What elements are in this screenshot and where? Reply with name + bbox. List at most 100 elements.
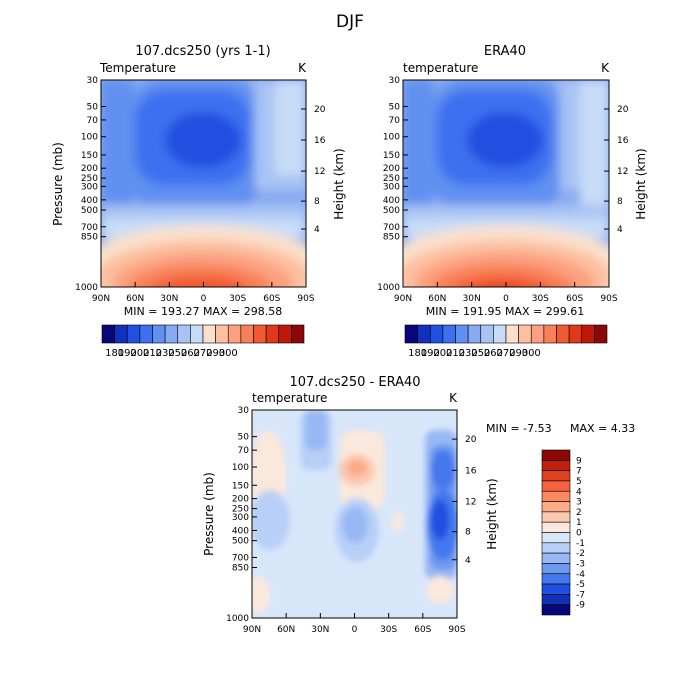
- y-tick-label: 50: [87, 102, 99, 112]
- colorbar-swatch: [480, 324, 494, 344]
- colorbar-swatch: [541, 563, 571, 575]
- x-tick-label: 60N: [428, 294, 446, 304]
- y-tick-label: 70: [87, 116, 99, 126]
- colorbar-swatch: [455, 324, 469, 344]
- colorbar-label: -3: [576, 559, 585, 569]
- y-tick-label: 70: [238, 446, 250, 456]
- x-tick-label: 60S: [263, 294, 280, 304]
- y-tick-label: 400: [232, 526, 249, 536]
- colorbar-label: 0: [576, 529, 582, 539]
- colorbar-swatch: [556, 324, 570, 344]
- colorbar-swatch: [126, 324, 141, 344]
- panel-era40: ERA40 temperature K 90N 6: [377, 44, 648, 359]
- colorbar-label: 9: [576, 456, 582, 466]
- colorbar-label: -4: [576, 570, 585, 580]
- panel-difference-stats-min: MIN = -7.53: [486, 422, 552, 435]
- y-tick-label: 300: [232, 513, 249, 523]
- y-right-tick-label: 12: [314, 167, 325, 177]
- colorbar-label: 270: [193, 348, 212, 359]
- figure-title: DJF: [336, 12, 364, 32]
- colorbar-swatch: [139, 324, 153, 344]
- colorbar-label: -9: [576, 601, 585, 611]
- colorbar-label: 300: [219, 348, 238, 359]
- colorbar-swatch: [518, 324, 532, 344]
- panel-difference-axes: 90N 60N 30N 0 30S 60S 90S 30 50 70 100 150 200250300…: [226, 406, 477, 635]
- colorbar-swatch: [541, 521, 571, 533]
- y-right-tick-label: 8: [314, 197, 320, 207]
- y-right-tick-label: 16: [314, 136, 326, 146]
- y-right-tick-label: 16: [465, 466, 477, 476]
- colorbar-swatch: [164, 324, 179, 344]
- y-right-tick-label: 4: [617, 225, 623, 235]
- y-tick-label: 200: [81, 164, 98, 174]
- y-tick-label: 150: [81, 151, 98, 161]
- colorbar-label: 200: [433, 348, 452, 359]
- colorbar-swatch: [467, 324, 482, 344]
- x-tick-label: 0: [201, 294, 207, 304]
- y-tick-label: 250: [81, 174, 98, 184]
- y-tick-label: 300: [383, 182, 400, 192]
- panel-model-title: 107.dcs250 (yrs 1-1): [135, 44, 270, 59]
- colorbar-swatch: [404, 324, 418, 344]
- colorbar-swatch: [541, 573, 571, 585]
- panel-era40-title: ERA40: [484, 44, 526, 59]
- colorbar-label: -5: [576, 580, 585, 590]
- y-tick-label: 700: [81, 223, 98, 233]
- x-tick-label: 30S: [532, 294, 549, 304]
- colorbar-swatch: [541, 542, 571, 554]
- colorbar-label: 260: [484, 348, 503, 359]
- colorbar-swatch: [541, 490, 571, 502]
- colorbar-swatch: [581, 324, 595, 344]
- x-tick-label: 30S: [229, 294, 246, 304]
- y-tick-label: 100: [383, 133, 400, 143]
- x-tick-label: 60N: [277, 625, 295, 635]
- panel-model-subtitle: Temperature: [99, 61, 176, 75]
- colorbar-label: -1: [576, 539, 585, 549]
- y-right-tick-label: 8: [617, 197, 623, 207]
- colorbar-swatch: [152, 324, 166, 344]
- colorbar-label: -7: [576, 590, 585, 600]
- colorbar-swatch: [429, 324, 444, 344]
- x-tick-label: 90N: [394, 294, 412, 304]
- colorbar-swatch: [253, 324, 267, 344]
- y-tick-label: 850: [232, 563, 249, 573]
- colorbar-swatch: [541, 449, 571, 461]
- colorbar-swatch: [541, 470, 571, 482]
- colorbar-label: 4: [576, 487, 582, 497]
- y-right-tick-label: 4: [465, 556, 471, 566]
- colorbar-swatch: [568, 324, 583, 344]
- colorbar-swatch: [541, 594, 571, 605]
- y-tick-label: 500: [232, 537, 249, 547]
- y-tick-label: 1000: [75, 283, 98, 293]
- y-right-tick-label: 20: [465, 435, 477, 445]
- colorbar-swatch: [291, 324, 305, 344]
- colorbar-swatch: [265, 324, 280, 344]
- x-tick-label: 30S: [380, 625, 397, 635]
- y-tick-label: 50: [238, 433, 250, 443]
- panel-era40-axes: 90N 60N 30N 0 30S 60S 90S 30 50 70 100 150 200250300…: [377, 76, 629, 304]
- colorbar-label: 3: [576, 498, 582, 508]
- colorbar-label: 200: [130, 348, 149, 359]
- panel-difference-units: K: [449, 391, 458, 405]
- colorbar-swatch: [417, 324, 431, 344]
- x-tick-label: 0: [503, 294, 509, 304]
- colorbar-swatch: [190, 324, 204, 344]
- x-tick-label: 30N: [463, 294, 481, 304]
- x-tick-label: 30N: [160, 294, 178, 304]
- panel-difference-stats-max: MAX = 4.33: [570, 422, 635, 435]
- x-tick-label: 30N: [311, 625, 329, 635]
- x-tick-label: 90S: [448, 625, 465, 635]
- y-tick-label: 250: [232, 505, 249, 515]
- colorbar-swatch: [215, 324, 229, 344]
- y-right-tick-label: 16: [617, 136, 629, 146]
- colorbar-label: 180: [105, 348, 124, 359]
- y-tick-label: 150: [383, 151, 400, 161]
- x-tick-label: 90N: [243, 625, 261, 635]
- colorbar-swatch: [541, 511, 571, 523]
- panel-difference-title: 107.dcs250 - ERA40: [289, 375, 420, 390]
- panel-difference-ylabel-right: Height (km): [485, 478, 499, 549]
- y-tick-label: 400: [383, 196, 400, 206]
- colorbar-label: 2: [576, 508, 582, 518]
- y-tick-label: 700: [383, 223, 400, 233]
